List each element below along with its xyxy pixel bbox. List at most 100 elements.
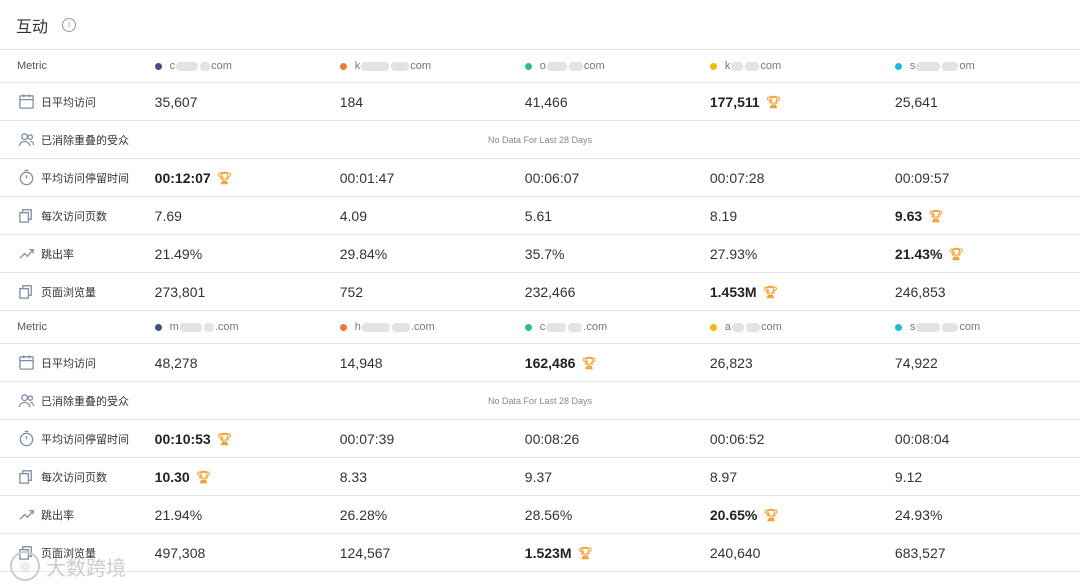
stopwatch-icon xyxy=(17,430,35,448)
site-name[interactable]: c .com xyxy=(524,321,710,333)
site-name[interactable]: o com xyxy=(524,60,710,72)
site-prefix: h xyxy=(354,321,361,333)
page-views-row: 页面浏览量 497,308 124,567 1.523M 🏆︎ 240,640 683,52… xyxy=(0,534,1080,572)
metric-value: 26,823 xyxy=(710,355,895,371)
metric-value: 177,511 🏆︎ xyxy=(710,94,895,110)
redacted-text xyxy=(391,61,410,71)
metric-value: 00:06:07 xyxy=(525,170,710,186)
metric-value: 10.30 🏆︎ xyxy=(155,469,340,485)
metric-value: 273,801 xyxy=(155,284,340,300)
page-views-row: 页面浏览量 273,801 752 232,466 1.453M 🏆︎ 246,853 xyxy=(0,273,1080,311)
pages-icon xyxy=(17,207,35,225)
site-name[interactable]: k com xyxy=(709,60,895,72)
metric-value: 9.63 🏆︎ xyxy=(895,208,1080,224)
value-text: 240,640 xyxy=(709,544,761,561)
no-data-message: No Data For Last 28 Days xyxy=(487,395,593,406)
value-text: 5.61 xyxy=(524,207,553,224)
site-prefix: c xyxy=(539,321,546,333)
site-prefix: a xyxy=(724,321,731,333)
value-text: 00:09:57 xyxy=(894,169,950,186)
row-label: 平均访问停留时间 xyxy=(0,169,155,187)
metric-label: Metric xyxy=(17,321,47,333)
metric-value: 246,853 xyxy=(895,284,1080,300)
metric-value: 752 xyxy=(340,284,525,300)
site-suffix: com xyxy=(583,60,605,72)
metric-value: 00:01:47 xyxy=(340,170,525,186)
daily-visits-row: 日平均访问 48,278 14,948 162,486 🏆︎ 26,823 74,922 xyxy=(0,344,1080,382)
site-suffix: com xyxy=(959,321,981,333)
metric-value: 20.65% 🏆︎ xyxy=(710,507,895,523)
redacted-text xyxy=(916,322,941,332)
metric-value: 240,640 xyxy=(710,545,895,561)
value-text: 124,567 xyxy=(339,544,391,561)
site-suffix: com xyxy=(760,60,782,72)
value-text: 1.523M xyxy=(524,544,572,561)
value-text: 21.43% xyxy=(894,245,943,262)
metric-value: 1.523M 🏆︎ xyxy=(525,545,710,561)
pages-icon xyxy=(17,468,35,486)
metric-value: 00:12:07 🏆︎ xyxy=(155,170,340,186)
metric-value: 26.28% xyxy=(340,507,525,523)
value-text: 00:07:39 xyxy=(339,430,395,447)
trophy-icon: 🏆︎ xyxy=(216,431,232,446)
metric-value: 35.7% xyxy=(525,246,710,262)
metric-value: 00:09:57 xyxy=(895,170,1080,186)
site-suffix: .com xyxy=(214,321,239,333)
metric-value: 41,466 xyxy=(525,94,710,110)
value-text: 21.49% xyxy=(154,245,203,262)
site-prefix: k xyxy=(354,60,361,72)
site-color-dot xyxy=(339,62,347,70)
redacted-text xyxy=(745,322,760,332)
bounce-rate-row: 跳出率 21.94% 26.28% 28.56% 20.65% 🏆︎ 24.93% xyxy=(0,496,1080,534)
value-text: 177,511 xyxy=(709,93,760,110)
redacted-text xyxy=(179,322,202,332)
row-label-text: 平均访问停留时间 xyxy=(41,433,129,446)
metric-value: 21.94% xyxy=(155,507,340,523)
site-color-dot xyxy=(524,323,532,331)
row-label: 页面浏览量 xyxy=(0,283,155,301)
metric-value: 124,567 xyxy=(340,545,525,561)
site-suffix: com xyxy=(410,60,432,72)
value-text: 25,641 xyxy=(894,93,938,110)
site-name[interactable]: k com xyxy=(339,60,525,72)
value-text: 00:07:28 xyxy=(709,169,765,186)
redacted-text xyxy=(916,61,941,71)
site-name[interactable]: s com xyxy=(894,321,1080,333)
site-name[interactable]: a com xyxy=(709,321,895,333)
value-text: 28.56% xyxy=(524,506,573,523)
info-icon[interactable]: i xyxy=(62,17,77,32)
trophy-icon: 🏆︎ xyxy=(765,94,781,109)
value-text: 232,466 xyxy=(524,283,576,300)
metric-label: Metric xyxy=(17,60,47,72)
value-text: 00:01:47 xyxy=(339,169,395,186)
redacted-text xyxy=(391,322,410,332)
value-text: 10.30 xyxy=(154,468,190,485)
value-text: 26.28% xyxy=(339,506,388,523)
site-name[interactable]: s om xyxy=(894,60,1080,72)
metric-value: 184 xyxy=(340,94,525,110)
site-name[interactable]: c com xyxy=(154,60,340,72)
site-suffix: .com xyxy=(583,321,608,333)
redacted-text xyxy=(546,61,567,71)
site-color-dot xyxy=(524,62,532,70)
metric-value: 00:08:04 xyxy=(895,431,1080,447)
site-name[interactable]: h .com xyxy=(339,321,525,333)
value-text: 29.84% xyxy=(339,245,388,262)
site-prefix: c xyxy=(169,60,176,72)
value-text: 48,278 xyxy=(154,354,198,371)
value-text: 00:08:26 xyxy=(524,430,580,447)
value-text: 683,527 xyxy=(894,544,946,561)
value-text: 246,853 xyxy=(894,283,946,300)
value-text: 8.33 xyxy=(339,468,367,485)
avg-visit-duration-row: 平均访问停留时间 00:10:53 🏆︎ 00:07:39 00:08:26 00:06:… xyxy=(0,420,1080,458)
row-label: 每次访问页数 xyxy=(0,468,155,486)
site-name[interactable]: m .com xyxy=(154,321,340,333)
value-text: 1.453M xyxy=(709,283,757,300)
metric-value: 00:10:53 🏆︎ xyxy=(155,431,340,447)
row-label-text: 跳出率 xyxy=(41,248,74,261)
metric-value: 74,922 xyxy=(895,355,1080,371)
metric-value: 00:07:39 xyxy=(340,431,525,447)
redacted-text xyxy=(361,61,390,71)
row-label-text: 跳出率 xyxy=(41,509,74,522)
metric-value: 497,308 xyxy=(155,545,340,561)
